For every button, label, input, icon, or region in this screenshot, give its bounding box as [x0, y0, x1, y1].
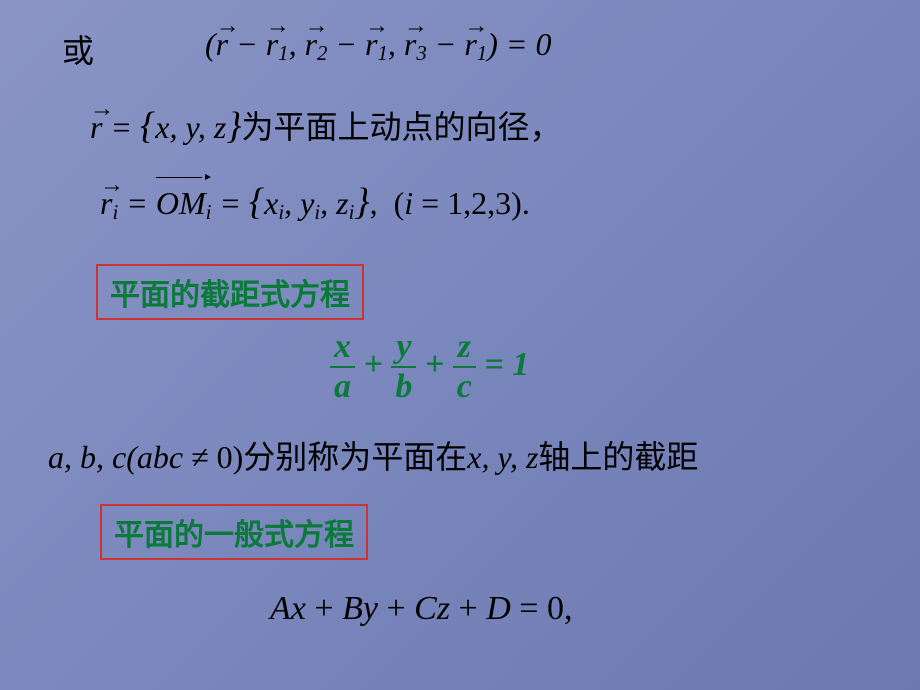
vec-r3: r3 — [404, 26, 427, 66]
comma: , — [388, 26, 404, 62]
general-equation: Ax + By + Cz + D = 0, — [270, 590, 572, 628]
intercept-form-title-box: 平面的截距式方程 — [96, 264, 364, 320]
minus: − — [427, 26, 465, 62]
xyz-vars: x, y, z — [467, 439, 538, 475]
comma: , — [289, 26, 305, 62]
brace-r: } — [226, 105, 241, 147]
cond-open: ( — [126, 439, 137, 475]
plus: + — [416, 346, 452, 383]
vec-r1: r1 — [266, 26, 289, 66]
vec-ri: ri — [100, 185, 118, 225]
xi: xi — [264, 185, 284, 221]
eq-mixed-product: (r − r1, r2 − r1, r3 − r1) = 0 — [205, 26, 551, 66]
plus: + — [378, 590, 414, 627]
z-var: z — [437, 590, 450, 627]
vec-r1c: r1 — [464, 26, 487, 66]
comma: , — [198, 109, 214, 145]
y-var: y — [185, 109, 197, 145]
comma: , — [320, 185, 336, 221]
y-var: y — [363, 590, 378, 627]
B-coef: B — [342, 590, 363, 627]
x-var: x — [155, 109, 169, 145]
eq-sign: = — [211, 185, 249, 221]
C-coef: C — [414, 590, 437, 627]
paren-open: ( — [205, 26, 216, 62]
abc-vars: a, b, c — [48, 439, 126, 475]
desc-mid: 分别称为平面在 — [243, 439, 467, 475]
brace-l: { — [249, 181, 264, 223]
vec-r-lhs: r — [90, 109, 102, 146]
r-def-tail: 为平面上动点的向径， — [242, 109, 562, 145]
general-form-title-box: 平面的一般式方程 — [100, 504, 368, 560]
vec-OMi: OMi — [156, 185, 212, 225]
i-var: i — [404, 185, 413, 221]
vec-r: r — [216, 26, 228, 63]
eq-close: ) = 0 — [487, 26, 551, 62]
abc-prod: abc — [137, 439, 183, 475]
brace-l: { — [140, 105, 155, 147]
i-range: = 1,2,3). — [413, 185, 530, 221]
eq-zero: = 0, — [511, 590, 573, 627]
comma: , — [284, 185, 300, 221]
comma: , — [169, 109, 185, 145]
minus: − — [327, 26, 365, 62]
frac-zc: zc — [453, 330, 476, 404]
vec-r1b: r1 — [365, 26, 388, 66]
frac-xa: xa — [330, 330, 355, 404]
eq-one: = 1 — [476, 346, 529, 383]
plus: + — [355, 346, 391, 383]
A-coef: A — [270, 590, 291, 627]
or-label: 或 — [62, 33, 94, 69]
vec-r2: r2 — [305, 26, 328, 66]
plus: + — [306, 590, 342, 627]
x-var: x — [291, 590, 306, 627]
zi: zi — [336, 185, 354, 221]
yi: yi — [300, 185, 320, 221]
r-def-line: r = {x, y, z}为平面上动点的向径， — [90, 102, 562, 148]
z-var: z — [214, 109, 226, 145]
D-const: D — [486, 590, 511, 627]
ri-def-line: ri = OMi = {xi, yi, zi}, (i = 1,2,3). — [100, 180, 530, 225]
frac-yb: yb — [391, 330, 416, 404]
abc-intercept-desc: a, b, c(abc ≠ 0)分别称为平面在x, y, z轴上的截距 — [48, 432, 698, 478]
brace-r: } — [354, 181, 369, 223]
neq-zero: ≠ 0) — [183, 439, 243, 475]
intercept-equation: xa + yb + zc = 1 — [330, 330, 529, 404]
plus: + — [450, 590, 486, 627]
desc-end: 轴上的截距 — [538, 439, 698, 475]
